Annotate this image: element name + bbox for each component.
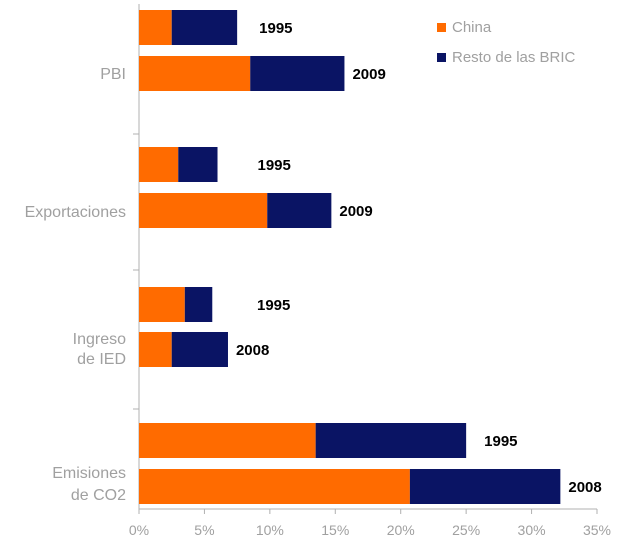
bar-year-label: 2009: [352, 66, 385, 83]
category-label: Ingreso: [73, 331, 126, 348]
bar-year-label: 1995: [259, 20, 292, 37]
legend-label: Resto de las BRIC: [452, 49, 576, 66]
legend-swatch: [437, 23, 446, 32]
bar-resto-bric: [409, 469, 561, 504]
category-label: Exportaciones: [25, 204, 126, 221]
year-labels: 1995 2009 1995 2009 1995 2008 1995 2008: [236, 20, 602, 496]
bar-year-label: 1995: [258, 157, 291, 174]
bar-china: [139, 10, 172, 45]
bar-china: [139, 56, 251, 91]
bar-resto-bric: [184, 287, 213, 322]
bar-year-label: 1995: [257, 297, 290, 314]
x-tick-label: 35%: [583, 522, 611, 538]
bar-year-label: 2009: [339, 203, 372, 220]
bar-resto-bric: [315, 423, 467, 458]
bar-year-label: 1995: [484, 433, 517, 450]
category-label: de IED: [77, 351, 126, 368]
x-tick-label: 15%: [321, 522, 349, 538]
x-tick-labels: 0% 5% 10% 15% 20% 25% 30% 35%: [129, 522, 611, 538]
legend: China Resto de las BRIC: [437, 19, 576, 66]
legend-swatch: [437, 53, 446, 62]
category-label: PBI: [100, 66, 126, 83]
bar-resto-bric: [171, 332, 228, 367]
category-label: Emisiones: [52, 465, 126, 482]
x-tick-label: 5%: [194, 522, 214, 538]
bars-layer: [139, 10, 561, 504]
legend-label: China: [452, 19, 492, 36]
bar-china: [139, 147, 179, 182]
bar-resto-bric: [178, 147, 218, 182]
bar-china: [139, 469, 410, 504]
bar-resto-bric: [250, 56, 345, 91]
x-tick-label: 30%: [518, 522, 546, 538]
bar-year-label: 2008: [236, 342, 269, 359]
x-tick-label: 25%: [452, 522, 480, 538]
bar-china: [139, 423, 316, 458]
category-labels: PBI Exportaciones Ingreso de IED Emisiones de…: [25, 66, 126, 504]
bar-china: [139, 287, 185, 322]
bar-resto-bric: [171, 10, 238, 45]
category-label: de CO2: [71, 487, 126, 504]
x-tick-label: 10%: [256, 522, 284, 538]
x-tick-label: 20%: [387, 522, 415, 538]
bar-china: [139, 193, 268, 228]
bar-year-label: 2008: [568, 479, 601, 496]
x-tick-label: 0%: [129, 522, 149, 538]
bar-resto-bric: [267, 193, 332, 228]
bar-china: [139, 332, 172, 367]
